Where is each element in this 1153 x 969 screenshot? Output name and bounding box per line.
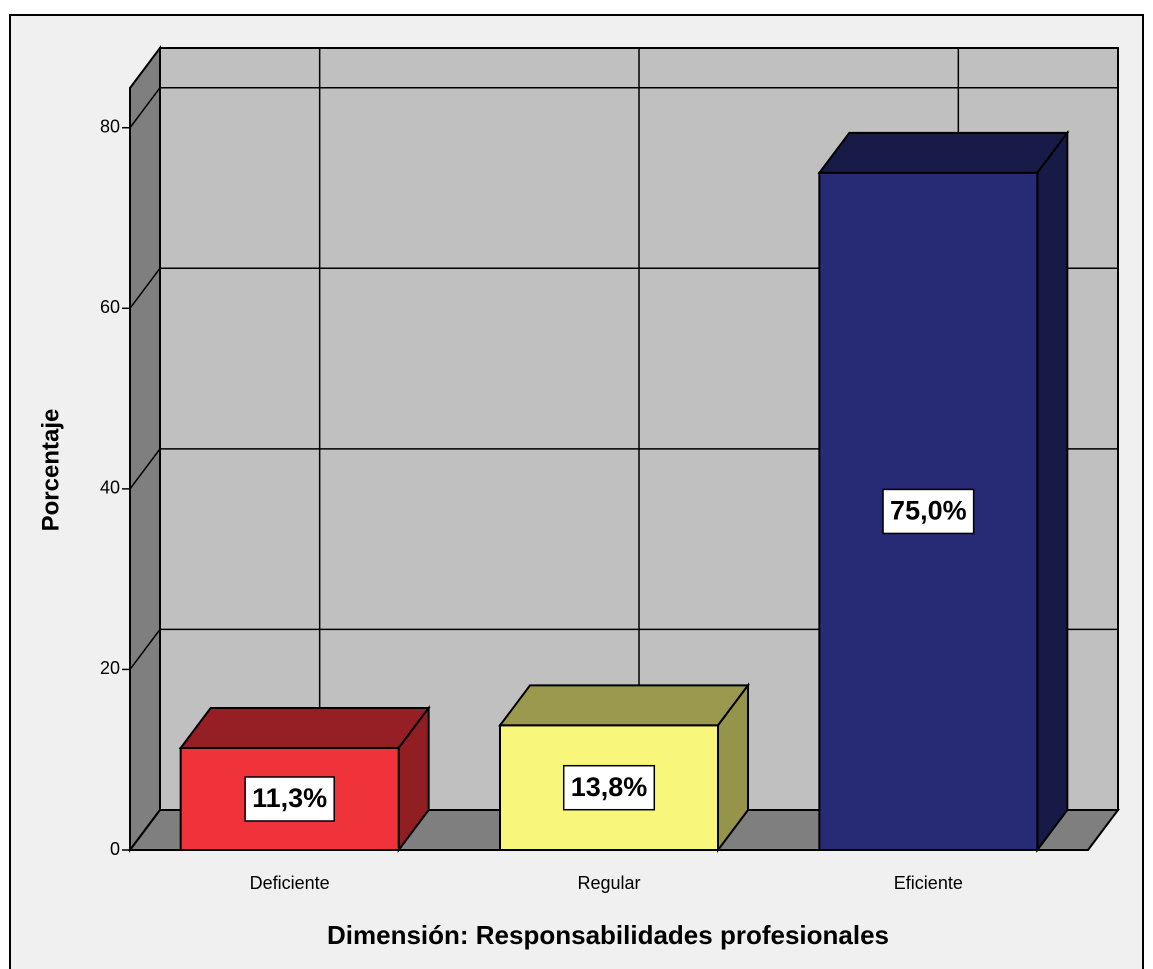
bar-top: [178, 706, 431, 749]
data-label: 11,3%: [252, 783, 327, 813]
left-wall: [129, 45, 161, 853]
grid-line: [129, 809, 1118, 851]
y-tick-label: 80: [100, 116, 120, 136]
grid-line: [129, 628, 1118, 670]
y-tick-label: 20: [100, 658, 120, 678]
bar-side: [1036, 129, 1069, 853]
x-tick-label: Regular: [577, 873, 640, 893]
bar-top: [817, 131, 1070, 174]
x-axis-label: Dimensión: Responsabilidades profesional…: [327, 920, 889, 950]
bar-top: [498, 684, 750, 727]
x-tick-label: Deficiente: [250, 873, 330, 893]
grid-line: [129, 86, 1118, 129]
x-tick-label: Eficiente: [894, 873, 963, 893]
data-label: 75,0%: [890, 496, 967, 526]
grid-line: [129, 448, 1118, 490]
y-axis-label: Porcentaje: [37, 409, 64, 532]
y-tick-label: 0: [110, 839, 120, 859]
data-label-box: [562, 764, 656, 811]
y-tick-label: 60: [100, 297, 120, 317]
grid-line: [129, 267, 1118, 309]
data-label: 13,8%: [571, 772, 648, 802]
y-tick-label: 40: [100, 478, 120, 498]
data-label-box: [244, 776, 335, 822]
data-label-box: [882, 488, 975, 535]
